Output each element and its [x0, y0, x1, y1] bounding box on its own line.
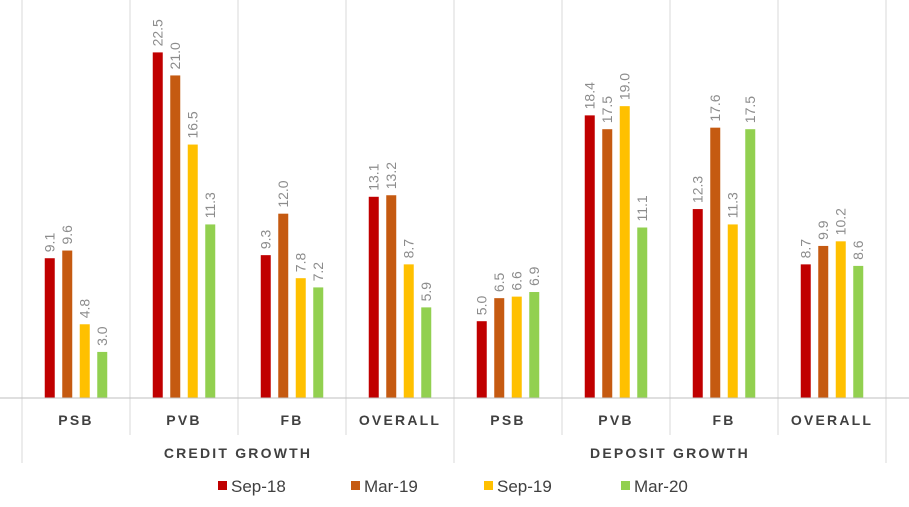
category-separators — [21, 0, 887, 463]
data-label: 11.1 — [634, 195, 650, 221]
bar-mar-20-5 — [637, 227, 648, 398]
bar-sep-19-2 — [295, 278, 306, 398]
data-label: 19.0 — [617, 73, 633, 100]
data-label: 7.8 — [293, 253, 309, 273]
bars-layer — [44, 52, 864, 399]
category-label: PSB — [490, 412, 525, 428]
bar-sep-18-4 — [476, 321, 487, 398]
bar-sep-18-6 — [692, 209, 703, 398]
category-label: FB — [280, 412, 303, 428]
bar-mar-19-7 — [818, 245, 829, 398]
data-label: 13.2 — [383, 162, 399, 189]
bar-sep-18-5 — [584, 115, 595, 398]
data-label: 8.7 — [401, 239, 417, 259]
bar-mar-20-4 — [529, 292, 540, 398]
bar-mar-19-2 — [278, 213, 289, 398]
bar-mar-19-3 — [386, 195, 397, 398]
group-labels-layer: CREDIT GROWTH DEPOSIT GROWTH — [164, 445, 750, 461]
category-labels-layer: PSB PVB FB OVERALL PSB PVB FB OVERALL — [58, 412, 873, 428]
data-label: 17.5 — [599, 96, 615, 123]
legend-label: Sep-19 — [497, 477, 552, 496]
bar-mar-19-6 — [710, 127, 721, 398]
legend-swatch — [351, 481, 360, 490]
legend-swatch — [621, 481, 630, 490]
bar-sep-19-1 — [187, 144, 198, 398]
data-label: 9.1 — [42, 233, 58, 253]
data-label: 6.6 — [509, 271, 525, 291]
data-label: 7.2 — [310, 262, 326, 282]
data-label: 6.9 — [526, 266, 542, 286]
bar-mar-20-7 — [853, 265, 864, 398]
legend-swatch — [484, 481, 493, 490]
bar-sep-18-7 — [800, 264, 811, 398]
bar-mar-19-5 — [602, 129, 613, 398]
data-label: 5.0 — [474, 296, 490, 316]
data-label: 11.3 — [202, 192, 218, 218]
data-label: 22.5 — [150, 19, 166, 46]
bar-mar-20-6 — [745, 129, 756, 398]
data-label: 21.0 — [167, 42, 183, 69]
data-label: 3.0 — [94, 326, 110, 346]
bar-mar-19-1 — [170, 75, 181, 398]
bar-mar-19-4 — [494, 298, 505, 398]
data-label: 12.0 — [275, 180, 291, 207]
legend-label: Mar-20 — [634, 477, 688, 496]
bar-sep-18-0 — [44, 258, 55, 398]
bar-sep-18-2 — [260, 255, 271, 398]
category-label: FB — [712, 412, 735, 428]
bar-mar-20-3 — [421, 307, 432, 398]
category-label: OVERALL — [359, 412, 441, 428]
legend-swatch — [218, 481, 227, 490]
bar-mar-19-0 — [62, 250, 73, 398]
group-label: CREDIT GROWTH — [164, 445, 312, 461]
category-label: PVB — [598, 412, 633, 428]
bar-sep-18-1 — [152, 52, 163, 399]
data-label: 16.5 — [185, 111, 201, 138]
bar-sep-19-4 — [511, 296, 522, 398]
legend: Sep-18 Mar-19 Sep-19 Mar-20 — [218, 477, 688, 496]
data-label: 17.5 — [742, 96, 758, 123]
category-label: PSB — [58, 412, 93, 428]
bar-sep-19-6 — [727, 224, 738, 398]
category-label: OVERALL — [791, 412, 873, 428]
data-label: 5.9 — [418, 282, 434, 302]
data-label: 9.6 — [59, 225, 75, 245]
category-label: PVB — [166, 412, 201, 428]
data-label: 4.8 — [77, 299, 93, 319]
legend-label: Mar-19 — [364, 477, 418, 496]
data-label: 18.4 — [582, 82, 598, 109]
bar-sep-18-3 — [368, 196, 379, 398]
bar-mar-20-2 — [313, 287, 324, 398]
data-label: 8.7 — [798, 239, 814, 259]
bar-mar-20-1 — [205, 224, 216, 398]
data-label: 17.6 — [707, 94, 723, 121]
data-label: 13.1 — [366, 163, 382, 190]
data-label: 10.2 — [833, 208, 849, 235]
data-label: 6.5 — [491, 272, 507, 292]
bar-sep-19-3 — [403, 264, 414, 398]
data-label: 12.3 — [690, 176, 706, 203]
data-labels-layer: 9.1 9.6 4.83.0 22.521.0 16.5 11.3 9.3 12.0 7.8 7.… — [42, 19, 867, 346]
group-label: DEPOSIT GROWTH — [590, 445, 750, 461]
data-label: 11.3 — [725, 192, 741, 218]
data-label: 8.6 — [850, 240, 866, 260]
bar-sep-19-7 — [835, 241, 846, 398]
data-label: 9.3 — [258, 229, 274, 249]
bar-sep-19-5 — [619, 106, 630, 398]
bar-mar-20-0 — [97, 351, 108, 398]
data-label: 9.9 — [815, 220, 831, 240]
legend-label: Sep-18 — [231, 477, 286, 496]
bar-sep-19-0 — [79, 324, 90, 398]
